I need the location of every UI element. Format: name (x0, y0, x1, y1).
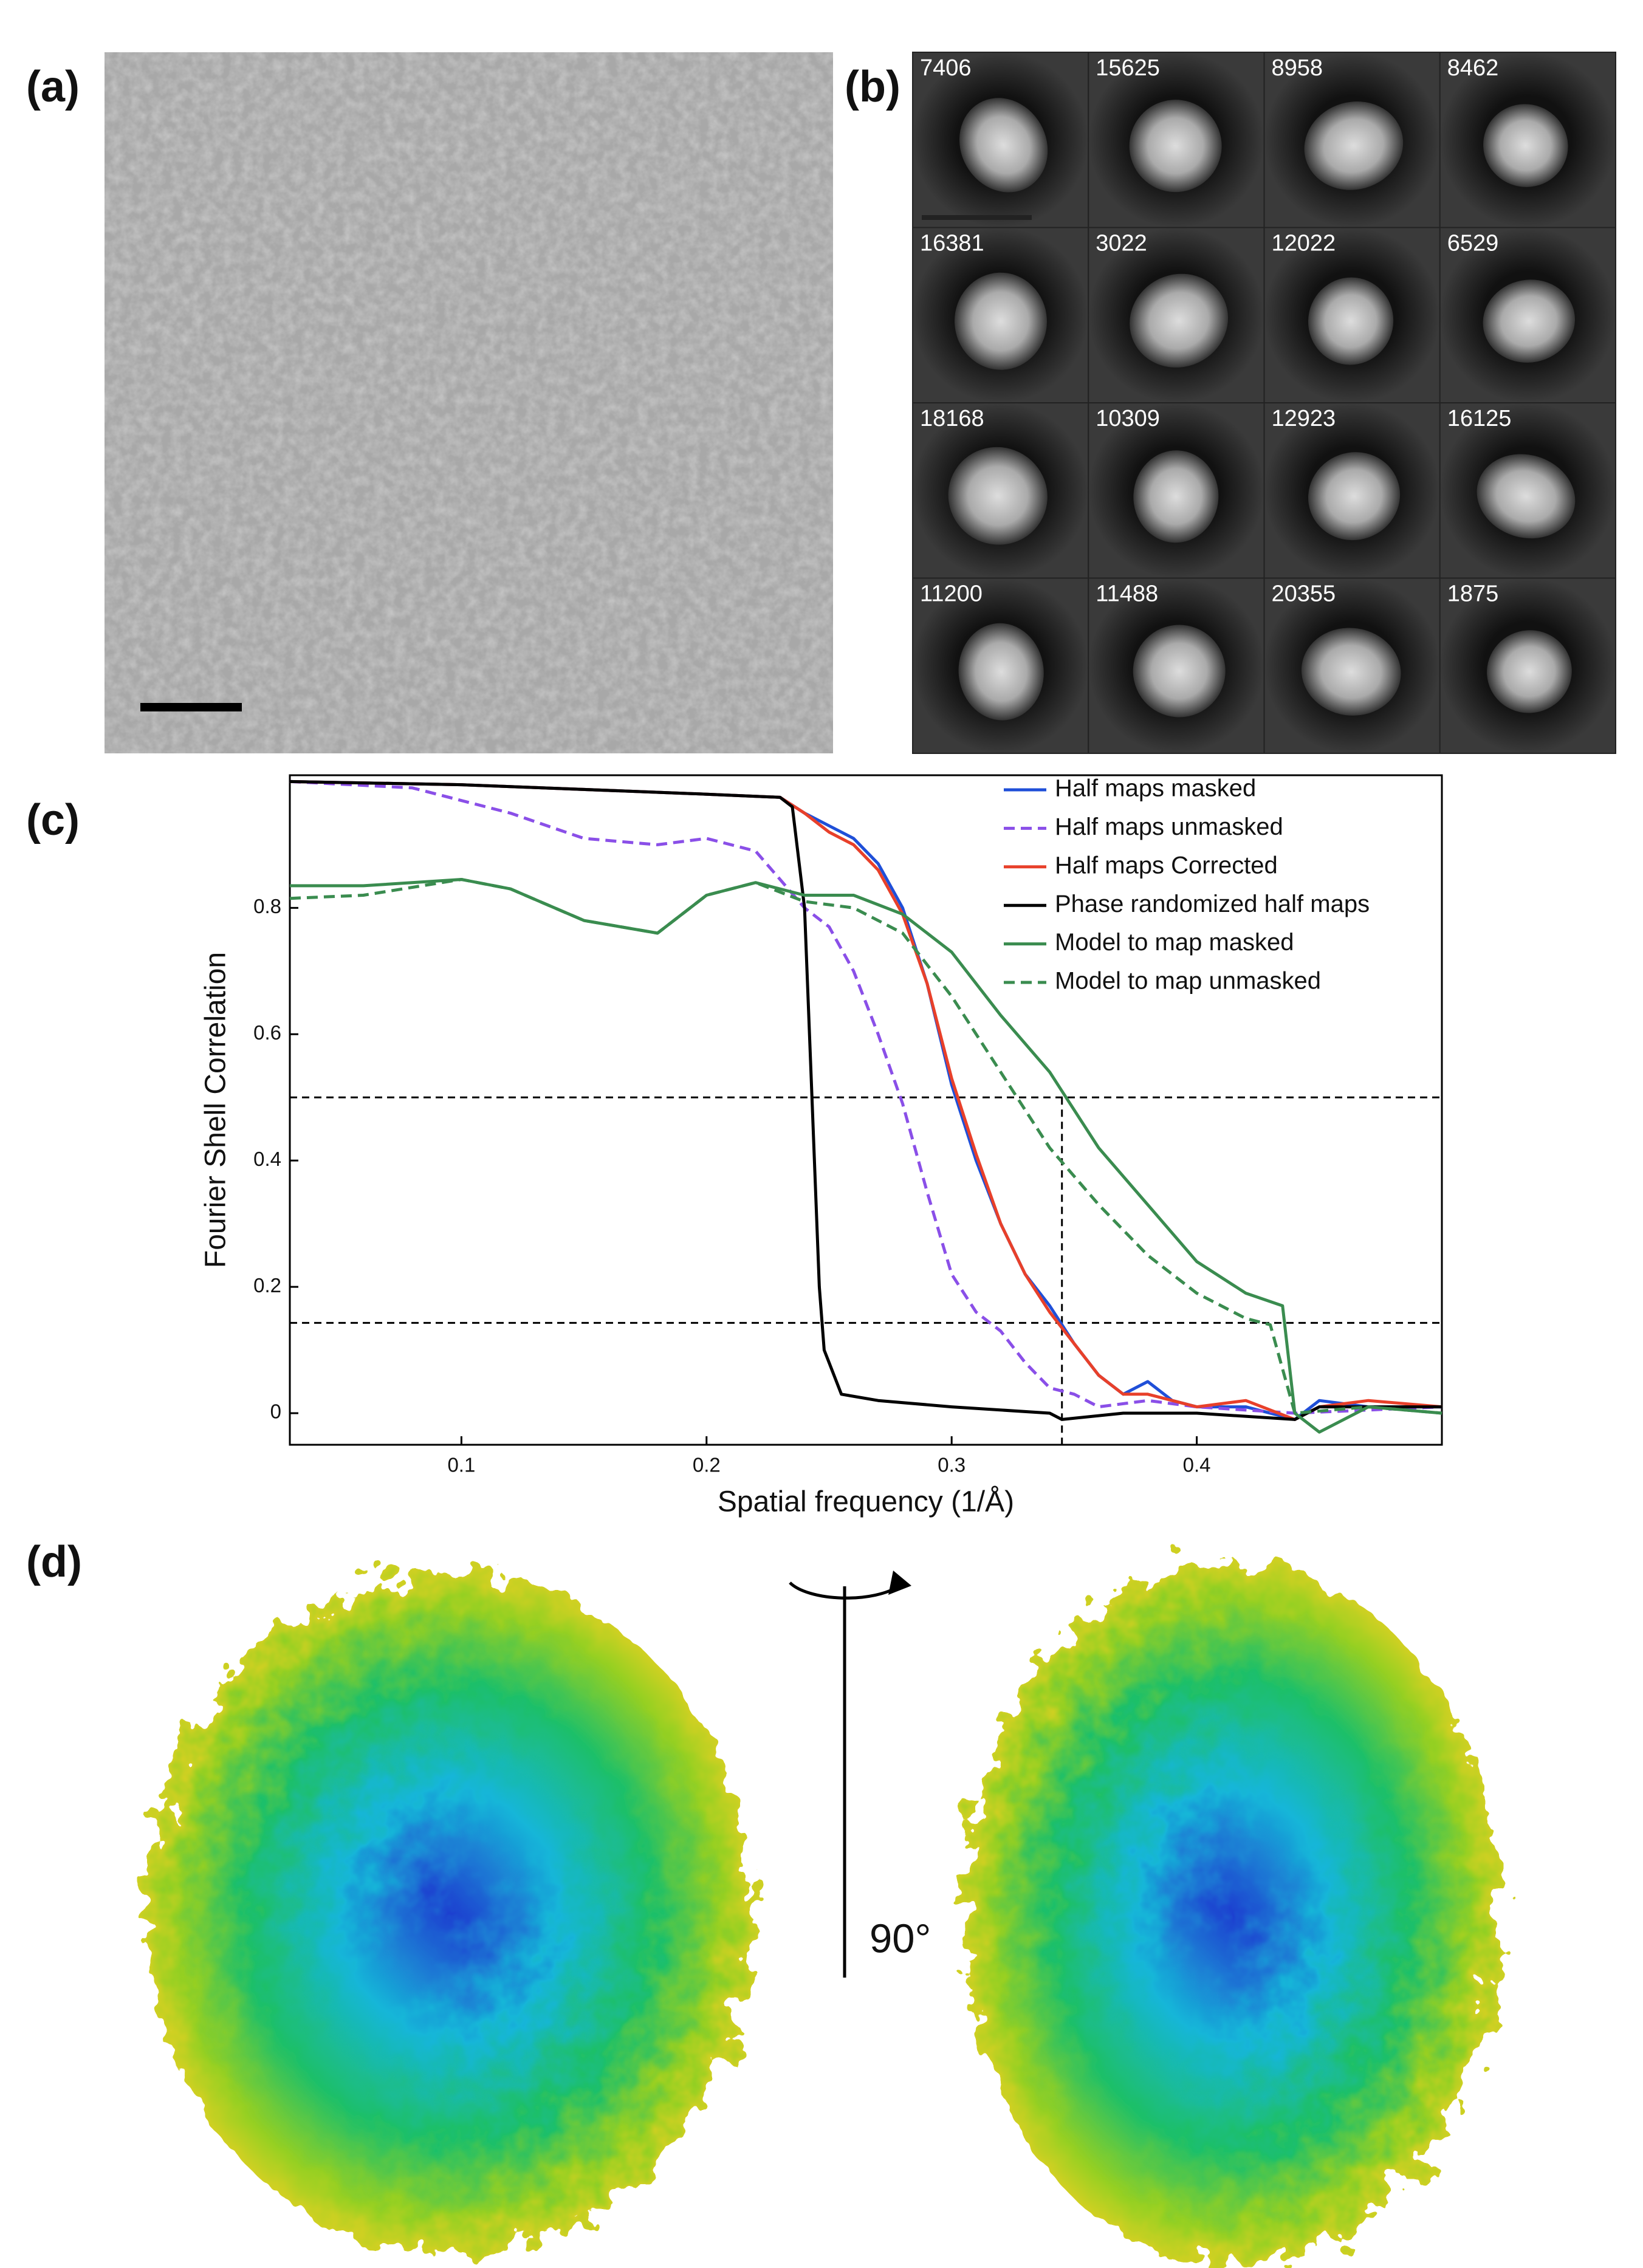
rotation-arrow (789, 1581, 900, 1600)
x-tick-label: 0.4 (1183, 1454, 1211, 1476)
y-tick-label: 0.4 (253, 1148, 281, 1170)
particle (1483, 104, 1568, 187)
x-tick-label: 0.2 (693, 1454, 721, 1476)
panel-label: (d) (26, 1538, 82, 1586)
x-axis-title: Spatial frequency (1/Å) (718, 1486, 1014, 1518)
particle (1129, 100, 1222, 193)
particle-count: 16125 (1447, 406, 1512, 431)
y-tick-label: 0.6 (253, 1021, 281, 1044)
fsc-curve (289, 779, 1442, 1421)
particle (1477, 454, 1576, 539)
x-tick-label: 0.1 (447, 1454, 475, 1476)
panel-label: (b) (845, 63, 900, 111)
particle (1308, 277, 1394, 365)
particle (1308, 452, 1401, 541)
fsc-chart: 0.1 0.2 0.3 0.4 0 0.2 0.4 0.6 0.8 Spatial frequen… (200, 774, 1443, 1518)
rotation-label: 90° (870, 1916, 931, 1962)
scale-bar (140, 703, 242, 711)
particle-count: 7406 (920, 55, 972, 81)
particle (1301, 628, 1401, 716)
fsc-curve (289, 779, 1442, 1415)
fsc-curve (289, 779, 1442, 1421)
y-tick-label: 0.8 (253, 895, 281, 917)
particle (1130, 273, 1229, 368)
legend-label: Model to map masked (1055, 929, 1294, 956)
panel-label: (a) (26, 63, 80, 111)
particle-count: 8462 (1447, 55, 1499, 81)
particle-count: 1875 (1447, 581, 1499, 607)
scale-bar (922, 215, 1032, 220)
plot-frame (289, 774, 1443, 1446)
x-tick-label: 0.3 (938, 1454, 966, 1476)
particle-count: 12022 (1272, 231, 1336, 256)
particle-count: 11488 (1096, 581, 1158, 607)
class-average-grid: 7406 15625 8958 8462 16381 3022 12022 6529 18168… (912, 52, 1616, 754)
legend-label: Model to map unmasked (1055, 968, 1321, 995)
density-map-front (146, 1572, 753, 2253)
fsc-curve (290, 878, 1442, 1434)
particle-count: 18168 (920, 406, 984, 431)
y-tick-label: 0.2 (253, 1274, 281, 1297)
particle-count: 8958 (1272, 55, 1323, 81)
particle-count: 16381 (920, 231, 984, 256)
particle-count: 15625 (1096, 55, 1160, 81)
y-tick-label: 0 (270, 1400, 281, 1423)
micrograph-noise (105, 52, 833, 753)
fsc-curve (289, 878, 1442, 1415)
particle-count: 11200 (920, 581, 983, 607)
particle-count: 12923 (1272, 406, 1336, 431)
particle-count: 10309 (1096, 406, 1160, 431)
particle-count: 6529 (1447, 231, 1499, 256)
particle (1133, 625, 1226, 718)
y-axis-title: Fourier Shell Correlation (200, 952, 232, 1268)
particle (1133, 450, 1219, 543)
particle (1487, 630, 1572, 713)
particle (1304, 101, 1404, 190)
density-map-side (964, 1561, 1499, 2266)
legend-label: Half maps Corrected (1055, 852, 1278, 879)
legend-label: Half maps unmasked (1055, 814, 1283, 840)
particle (948, 447, 1048, 545)
panel-label: (c) (26, 796, 80, 845)
legend-label: Phase randomized half maps (1055, 891, 1370, 917)
arrow-head (888, 1571, 911, 1595)
particle-count: 20355 (1272, 581, 1336, 607)
particle-count: 3022 (1096, 231, 1147, 256)
particle (958, 623, 1044, 721)
particle (1483, 279, 1576, 363)
particle (959, 98, 1048, 193)
particle (954, 272, 1047, 370)
legend-label: Half maps masked (1055, 775, 1256, 802)
